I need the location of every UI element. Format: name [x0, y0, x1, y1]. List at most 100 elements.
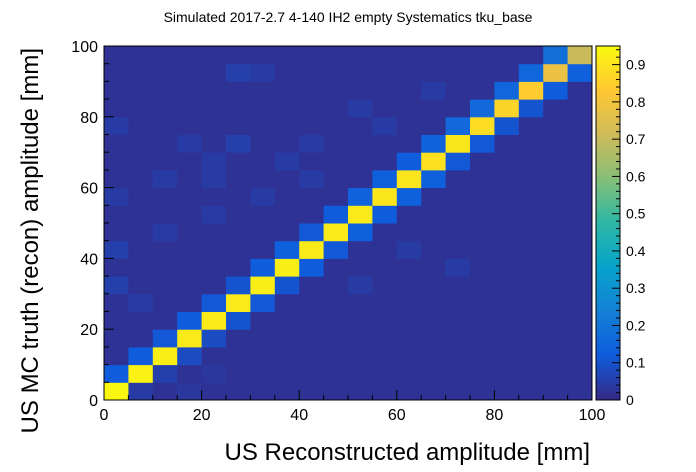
x-tick-label: 80 [486, 407, 504, 424]
heatmap-cell [128, 364, 154, 383]
colorbar-segment [596, 178, 620, 183]
heatmap-cell [299, 99, 325, 118]
heatmap-cell [201, 99, 227, 118]
colorbar-segment [596, 243, 620, 248]
colorbar-segment [596, 284, 620, 289]
heatmap-cell [250, 311, 276, 330]
colorbar-segment [596, 128, 620, 133]
heatmap-cell [494, 364, 520, 383]
x-axis-ticks: 0 20 40 60 80 100 [100, 390, 606, 424]
heatmap-cell [470, 99, 495, 118]
heatmap-cell [323, 311, 349, 330]
x-tick-label: 100 [579, 407, 606, 424]
heatmap-cell [494, 293, 520, 312]
colorbar-tick-label: 0.3 [626, 280, 646, 296]
colorbar-segment [596, 63, 620, 68]
heatmap-cell [567, 311, 593, 330]
colorbar-segment [596, 175, 620, 180]
colorbar-segment [596, 290, 620, 295]
heatmap-cell [372, 134, 398, 153]
heatmap-cell [567, 187, 593, 206]
colorbar-segment [596, 341, 620, 345]
heatmap-cell [372, 293, 398, 312]
colorbar-segment [596, 75, 620, 79]
heatmap-cell [348, 346, 373, 366]
heatmap-cell [372, 223, 398, 242]
heatmap-cell [470, 382, 495, 401]
heatmap-cell [445, 293, 471, 312]
colorbar-tick-label: 0.6 [626, 168, 646, 184]
heatmap-cell [396, 223, 422, 242]
heatmap-cell [372, 169, 398, 189]
heatmap-cell [372, 311, 398, 330]
heatmap-cell [323, 81, 349, 100]
colorbar-segment [596, 99, 620, 103]
heatmap-cell [299, 63, 325, 82]
x-tick-label: 60 [388, 407, 406, 424]
colorbar-segment [596, 311, 620, 315]
heatmap-cell [445, 169, 471, 189]
heatmap-cell [396, 63, 422, 82]
heatmap-cell [323, 46, 349, 65]
heatmap-cell [226, 63, 251, 82]
heatmap-cell [250, 258, 276, 277]
colorbar: 0 0.1 0.2 0.3 0.4 0.5 0.6 0.7 0.8 0.9 [595, 45, 646, 408]
colorbar-segment [596, 305, 620, 310]
y-tick-label: 80 [80, 110, 98, 127]
heatmap-cell [104, 205, 129, 224]
colorbar-segment [596, 116, 620, 121]
heatmap-cell [177, 346, 203, 366]
colorbar-segment [596, 308, 620, 312]
heatmap-cell [518, 329, 544, 348]
colorbar-segment [596, 110, 620, 115]
heatmap-cell [494, 187, 520, 206]
colorbar-segment [596, 78, 620, 82]
heatmap-cell [274, 99, 300, 118]
heatmap-cell [396, 116, 422, 135]
heatmap-cell [152, 223, 178, 242]
heatmap-cell [152, 81, 178, 100]
colorbar-segment [596, 361, 620, 366]
heatmap-cell [201, 81, 227, 100]
heatmap-cell [543, 329, 569, 348]
colorbar-segment [596, 166, 620, 171]
heatmap-cell [348, 46, 373, 65]
heatmap-cell [299, 329, 325, 348]
heatmap-cell [274, 346, 300, 366]
colorbar-segment [596, 287, 620, 292]
colorbar-segment [596, 93, 620, 97]
y-tick-label: 20 [80, 322, 98, 339]
heatmap-cell [518, 311, 544, 330]
heatmap-cell [250, 205, 276, 224]
heatmap-cell [348, 240, 373, 259]
heatmap-cell [470, 223, 495, 242]
colorbar-segment [596, 46, 620, 50]
heatmap-cell [274, 63, 300, 82]
heatmap-cell [372, 329, 398, 348]
colorbar-segment [596, 228, 620, 233]
heatmap-cell [152, 329, 178, 348]
heatmap-cell [323, 276, 349, 295]
heatmap-cell [201, 346, 227, 366]
colorbar-tick-label: 0.8 [626, 94, 646, 110]
colorbar-segment [596, 169, 620, 174]
heatmap-cell [372, 240, 398, 259]
heatmap-cell [470, 152, 495, 171]
heatmap-cell [396, 240, 422, 259]
heatmap-cell [421, 223, 447, 242]
colorbar-frame [595, 45, 621, 401]
heatmap-cell [543, 169, 569, 189]
heatmap-cell [177, 205, 203, 224]
heatmap-cells [104, 46, 593, 401]
colorbar-segment [596, 338, 620, 342]
x-tick-label: 0 [100, 407, 109, 424]
heatmap-cell [421, 346, 447, 366]
heatmap-cell [274, 276, 300, 295]
colorbar-segment [596, 102, 620, 106]
colorbar-segment [596, 367, 620, 371]
colorbar-segment [596, 214, 620, 218]
heatmap-cell [323, 346, 349, 366]
colorbar-segment [596, 72, 620, 76]
heatmap-cell [543, 116, 569, 135]
